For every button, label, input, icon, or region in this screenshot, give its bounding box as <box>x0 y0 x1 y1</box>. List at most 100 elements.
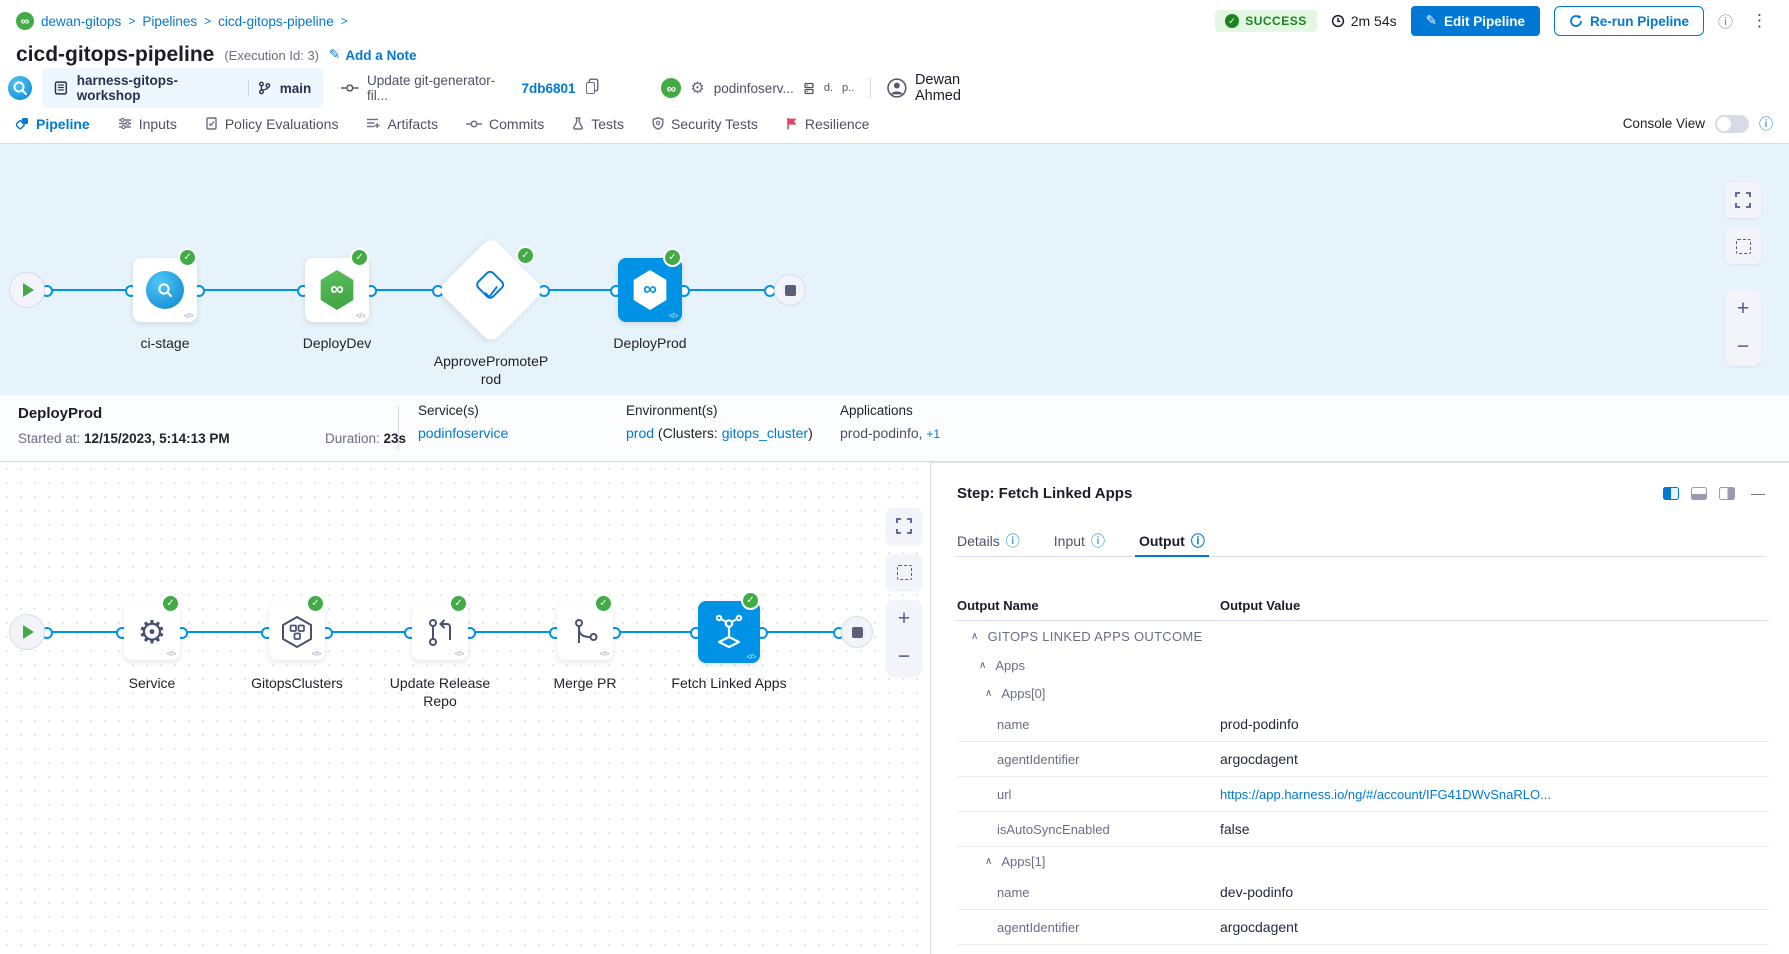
fullscreen-button[interactable] <box>1725 182 1761 218</box>
edit-pipeline-button[interactable]: ✎ Edit Pipeline <box>1410 6 1540 36</box>
stage-label[interactable]: ApprovePromoteProd <box>433 353 549 388</box>
table-group-row[interactable]: ∧ GITOPS LINKED APPS OUTCOME <box>957 621 1769 651</box>
zoom-out-button[interactable]: − <box>1736 335 1750 358</box>
commit-message[interactable]: Update git-generator-fil... <box>366 73 496 103</box>
ci-stage-icon <box>146 271 184 309</box>
stage-node-ci-stage[interactable]: </> <box>133 258 197 322</box>
step-end-node[interactable] <box>841 616 873 648</box>
repo-branch-pill[interactable]: harness-gitops-workshop main <box>42 68 324 108</box>
stage-label[interactable]: DeployProd <box>613 335 687 351</box>
selection-mode-button[interactable] <box>1725 228 1761 264</box>
step-label[interactable]: Service <box>128 675 176 691</box>
tab-policy-evaluations[interactable]: Policy Evaluations <box>205 116 338 132</box>
breadcrumb-separator: > <box>204 14 212 28</box>
applications-more-link[interactable]: +1 <box>926 427 941 441</box>
pipeline-start-node[interactable] <box>9 272 45 308</box>
console-view-toggle[interactable] <box>1715 114 1749 133</box>
copy-icon[interactable] <box>585 82 596 94</box>
tab-details[interactable]: Details ⓘ <box>957 532 1020 549</box>
stop-icon <box>851 626 863 638</box>
chevron-up-icon[interactable]: ∧ <box>971 630 979 642</box>
tab-security-tests[interactable]: Security Tests <box>652 116 758 132</box>
output-value: argocdagent <box>1220 919 1298 935</box>
step-node-fetch-linked-apps-selected[interactable]: </> <box>698 601 760 663</box>
output-key: name <box>997 884 1030 900</box>
step-start-node[interactable] <box>9 614 45 650</box>
step-graph-canvas[interactable]: ⚙ </> ✓ </> ✓ </> ✓ </> ✓ </> ✓ <box>0 462 930 954</box>
tab-commits[interactable]: Commits <box>466 116 544 132</box>
success-check-badge: ✓ <box>741 591 760 610</box>
stage-node-deployprod-selected[interactable]: ∞ </> <box>618 258 682 322</box>
chevron-up-icon[interactable]: ∧ <box>985 855 993 867</box>
breadcrumb-project[interactable]: dewan-gitops <box>41 13 122 29</box>
console-view-control: Console View ⓘ <box>1623 114 1773 134</box>
execution-tab-bar: Pipeline Inputs Policy Evaluations Artif… <box>0 104 1789 144</box>
group-label: Apps <box>995 657 1025 673</box>
cluster-link[interactable]: gitops_cluster <box>721 425 809 441</box>
status-label: SUCCESS <box>1245 14 1307 28</box>
output-value-link[interactable]: https://app.harness.io/ng/#/account/IFG4… <box>1220 786 1551 802</box>
stage-label[interactable]: ci-stage <box>140 335 190 351</box>
breadcrumb-pipeline-name[interactable]: cicd-gitops-pipeline <box>218 13 334 29</box>
page-title: cicd-gitops-pipeline <box>16 43 215 66</box>
add-note-link[interactable]: ✎ Add a Note <box>329 47 417 63</box>
split-view-button[interactable] <box>1663 486 1679 500</box>
branch-name[interactable]: main <box>279 80 312 96</box>
table-group-row[interactable]: ∧ Apps[0] <box>957 679 1769 707</box>
tab-output[interactable]: Output ⓘ <box>1134 525 1209 557</box>
duration-value: 2m 54s <box>1350 13 1397 29</box>
stage-node-deploydev[interactable]: ∞ </> <box>305 258 369 322</box>
group-label: Apps[0] <box>1001 685 1046 701</box>
tab-pipeline[interactable]: Pipeline <box>16 116 90 132</box>
env-short-b[interactable]: p.. <box>842 82 855 94</box>
environments-column: Environment(s) prod (Clusters: gitops_cl… <box>626 403 813 441</box>
stage-graph-canvas[interactable]: </> ✓ ∞ </> ✓ ✓ ∞ </> ✓ ci-stage DeployD… <box>0 144 1789 395</box>
step-node-gitopsclusters[interactable]: </> <box>269 604 325 660</box>
step-node-merge-pr[interactable]: </> <box>557 604 613 660</box>
rerun-icon <box>1570 14 1582 27</box>
tab-artifacts[interactable]: Artifacts <box>366 116 438 132</box>
step-label[interactable]: Fetch Linked Apps <box>671 675 787 691</box>
env-short-a[interactable]: d. <box>823 82 833 94</box>
tab-input[interactable]: Input ⓘ <box>1053 532 1105 549</box>
zoom-in-button[interactable]: + <box>1736 297 1750 320</box>
step-node-update-release-repo[interactable]: </> <box>412 604 468 660</box>
stage-label[interactable]: DeployDev <box>302 335 372 351</box>
repo-name[interactable]: harness-gitops-workshop <box>76 73 179 103</box>
table-group-row[interactable]: ∧ Apps <box>957 651 1769 679</box>
selection-mode-button[interactable] <box>886 554 922 590</box>
step-node-service[interactable]: ⚙ </> <box>124 604 180 660</box>
info-icon[interactable]: ⓘ <box>1759 115 1773 132</box>
tab-inputs[interactable]: Inputs <box>118 116 177 132</box>
step-label[interactable]: Merge PR <box>553 675 617 691</box>
commit-sha[interactable]: 7db6801 <box>521 80 576 96</box>
fullscreen-button[interactable] <box>886 508 922 544</box>
stage-edge <box>365 285 444 297</box>
zoom-in-button[interactable]: + <box>897 607 911 630</box>
bottom-view-button[interactable] <box>1691 486 1707 500</box>
tab-resilience[interactable]: Resilience <box>786 116 869 132</box>
output-key: url <box>997 786 1012 802</box>
chevron-up-icon[interactable]: ∧ <box>979 659 987 671</box>
code-indicator-icon: </> <box>599 649 610 658</box>
service-link[interactable]: podinfoservice <box>418 425 509 441</box>
rerun-pipeline-button[interactable]: Re-run Pipeline <box>1553 6 1704 36</box>
more-options-menu-icon[interactable]: ⋮ <box>1751 11 1769 30</box>
tab-tests[interactable]: Tests <box>572 116 624 132</box>
group-label: GITOPS LINKED APPS OUTCOME <box>987 628 1203 644</box>
info-icon[interactable]: ⓘ <box>1717 13 1733 31</box>
service-name-truncated[interactable]: podinfoserv... <box>713 80 794 96</box>
right-view-button[interactable] <box>1719 486 1735 500</box>
chevron-up-icon[interactable]: ∧ <box>985 687 993 699</box>
table-group-row[interactable]: ∧ Apps[1] <box>957 847 1769 875</box>
breadcrumb-separator: > <box>340 14 348 28</box>
zoom-out-button[interactable]: − <box>897 645 911 668</box>
step-label[interactable]: GitopsClusters <box>251 675 343 691</box>
gitops-icon: ∞ <box>661 78 682 98</box>
step-label[interactable]: Update Release Repo <box>389 675 491 710</box>
breadcrumb: ∞ dewan-gitops > Pipelines > cicd-gitops… <box>16 12 348 30</box>
pipeline-end-node[interactable] <box>774 274 806 306</box>
minimize-panel-button[interactable]: — <box>1751 485 1765 501</box>
environment-link[interactable]: prod <box>626 425 655 441</box>
breadcrumb-pipelines[interactable]: Pipelines <box>142 13 198 29</box>
